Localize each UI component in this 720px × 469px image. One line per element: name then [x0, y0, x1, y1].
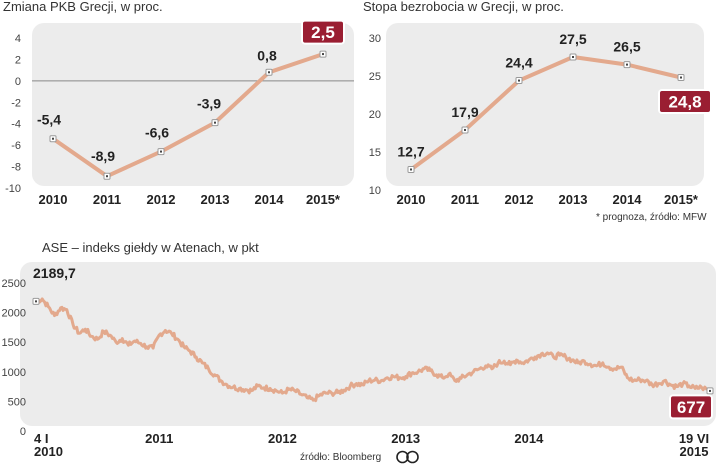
- gdp-highlight-label-box: [301, 19, 345, 45]
- unemp-ytick-4: 10: [369, 185, 381, 197]
- unemp-xtick-4: 2014: [613, 192, 643, 207]
- unemp-ytick-3: 15: [369, 147, 381, 159]
- gdp-xtick-5: 2015*: [306, 192, 341, 207]
- gdp-point-5-dot: [322, 53, 324, 56]
- unemp-data-label-0: 12,7: [397, 143, 424, 159]
- ase-ytick-2: 1500: [2, 337, 26, 349]
- ase-end-point-dot: [709, 389, 711, 392]
- ase-ytick-5: 0: [20, 426, 26, 438]
- gdp-data-label-0: -5,4: [37, 112, 61, 128]
- unemp-data-label-3: 27,5: [559, 31, 586, 47]
- unemp-panel: [386, 23, 704, 186]
- ase-xtick-0-1: 2010: [34, 444, 63, 459]
- gdp-data-label-3: -3,9: [197, 96, 221, 112]
- gdp-point-3-dot: [214, 121, 216, 124]
- gdp-ytick-0: 4: [15, 33, 21, 45]
- gdp-xtick-2: 2012: [147, 192, 176, 207]
- unemp-point-3-dot: [572, 56, 574, 58]
- unemp-series-line: [409, 55, 683, 172]
- gdp-data-label-1: -8,9: [91, 148, 115, 164]
- gdp-data-label-2: -6,6: [145, 125, 169, 141]
- ase-start-label: 2189,7: [33, 265, 76, 281]
- gdp-data-label-4: 0,8: [257, 47, 277, 63]
- ase-series-line: [35, 297, 711, 403]
- ase-chart-title: ASE – indeks giełdy w Atenach, w pkt: [42, 240, 259, 255]
- ase-ytick-3: 1000: [2, 367, 26, 379]
- unemp-xtick-5: 2015*: [664, 192, 699, 207]
- ase-ytick-4: 500: [8, 396, 26, 408]
- gdp-ytick-3: -2: [11, 97, 21, 109]
- gdp-ytick-4: -4: [11, 119, 21, 131]
- ase-ytick-0: 2500: [2, 278, 26, 290]
- unemp-highlight-label-box: [658, 89, 712, 115]
- ase-xtick-2-0: 2012: [268, 431, 297, 446]
- unemp-data-label-2: 24,4: [505, 55, 532, 71]
- forecast-source-note: * prognoza, źródło: MFW: [596, 212, 707, 223]
- gdp-series-line: [51, 52, 325, 179]
- gdp-ytick-6: -8: [11, 162, 21, 174]
- ase-end-label: 677: [677, 398, 705, 417]
- gdp-point-2-dot: [160, 150, 162, 153]
- ase-xtick-4-0: 2014: [514, 431, 544, 446]
- gdp-xtick-0: 2010: [39, 192, 68, 207]
- ase-start-point-dot: [35, 300, 37, 303]
- gdp-panel: [32, 23, 354, 186]
- gdp-point-4-dot: [268, 71, 270, 74]
- gdp-chart-title: Zmiana PKB Grecji, w proc.: [3, 0, 163, 14]
- unemp-ytick-2: 20: [369, 109, 381, 121]
- unemp-data-label-1: 17,9: [451, 104, 478, 120]
- unemp-point-2-dot: [518, 79, 520, 82]
- unemp-data-label-4: 26,5: [613, 39, 640, 55]
- gdp-highlight-label: 2,5: [311, 23, 335, 42]
- ase-xtick-5-1: 2015: [680, 444, 709, 459]
- ase-end-label-box: [669, 394, 713, 420]
- unemp-xtick-0: 2010: [397, 192, 426, 207]
- unemp-ytick-1: 25: [369, 71, 381, 83]
- unemp-point-0-dot: [410, 168, 412, 171]
- unemployment-chart-title: Stopa bezrobocia w Grecji, w proc.: [363, 0, 564, 14]
- unemp-xtick-1: 2011: [451, 192, 479, 207]
- gdp-ytick-5: -6: [11, 140, 21, 152]
- unemp-highlight-label: 24,8: [668, 93, 701, 112]
- ase-ytick-1: 2000: [2, 308, 26, 320]
- gdp-point-1-dot: [106, 175, 108, 178]
- unemp-xtick-3: 2013: [559, 192, 588, 207]
- unemp-ytick-0: 30: [369, 33, 381, 45]
- cp-logo: [396, 450, 420, 467]
- gdp-xtick-3: 2013: [201, 192, 230, 207]
- unemp-point-1-dot: [464, 128, 466, 131]
- unemp-xtick-2: 2012: [505, 192, 534, 207]
- gdp-point-0-dot: [52, 137, 54, 140]
- unemp-point-5-dot: [680, 76, 682, 79]
- bloomberg-source-note: źródło: Bloomberg: [300, 452, 382, 463]
- cp-logo-mark: [396, 450, 419, 464]
- gdp-xtick-4: 2014: [255, 192, 285, 207]
- gdp-ytick-7: -10: [5, 183, 21, 195]
- ase-xtick-1-0: 2011: [145, 431, 173, 446]
- gdp-ytick-1: 2: [15, 54, 21, 66]
- ase-xtick-0-0: 4 I: [34, 431, 48, 446]
- gdp-ytick-2: 0: [15, 76, 21, 88]
- gdp-xtick-1: 2011: [93, 192, 121, 207]
- ase-xtick-3-0: 2013: [391, 431, 420, 446]
- unemp-point-4-dot: [626, 63, 628, 66]
- ase-xtick-5-0: 19 VI: [679, 431, 709, 446]
- ase-panel: [20, 262, 716, 426]
